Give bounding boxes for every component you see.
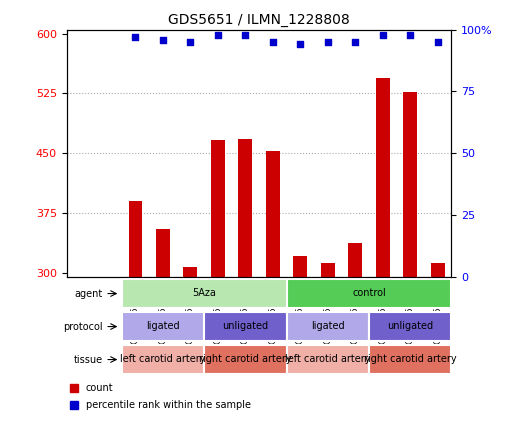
Bar — [348, 243, 362, 277]
Point — [406, 31, 415, 38]
Bar — [431, 264, 445, 277]
Bar — [321, 264, 334, 277]
Bar — [266, 151, 280, 277]
Text: protocol: protocol — [63, 321, 103, 332]
Title: GDS5651 / ILMN_1228808: GDS5651 / ILMN_1228808 — [168, 13, 350, 27]
Point — [433, 38, 442, 45]
Bar — [211, 140, 225, 277]
Text: ligated: ligated — [146, 321, 180, 331]
Bar — [129, 201, 142, 277]
Bar — [287, 345, 369, 374]
Text: right carotid artery: right carotid artery — [199, 354, 291, 364]
Bar — [293, 255, 307, 277]
Point — [351, 38, 359, 45]
Bar — [376, 77, 389, 277]
Point — [296, 41, 304, 48]
Point — [214, 31, 222, 38]
Bar — [369, 312, 451, 341]
Text: tissue: tissue — [73, 354, 103, 365]
Text: right carotid artery: right carotid artery — [364, 354, 457, 364]
Bar — [287, 279, 451, 308]
Text: unligated: unligated — [387, 321, 433, 331]
Text: agent: agent — [74, 288, 103, 299]
Text: ligated: ligated — [311, 321, 345, 331]
Point — [159, 36, 167, 43]
Bar — [204, 345, 287, 374]
Bar — [122, 279, 287, 308]
Bar — [156, 229, 170, 277]
Point — [241, 31, 249, 38]
Point — [324, 38, 332, 45]
Bar — [369, 345, 451, 374]
Text: percentile rank within the sample: percentile rank within the sample — [86, 400, 251, 410]
Bar — [204, 312, 287, 341]
Bar — [287, 312, 369, 341]
Bar — [184, 267, 197, 277]
Point — [186, 38, 194, 45]
Point — [131, 34, 140, 41]
Text: left carotid artery: left carotid artery — [120, 354, 206, 364]
Point — [269, 38, 277, 45]
Bar — [239, 139, 252, 277]
Text: control: control — [352, 288, 386, 298]
Text: unligated: unligated — [222, 321, 268, 331]
Text: 5Aza: 5Aza — [192, 288, 216, 298]
Text: left carotid artery: left carotid artery — [285, 354, 370, 364]
Bar — [122, 345, 204, 374]
Bar — [122, 312, 204, 341]
Text: count: count — [86, 382, 113, 393]
Point — [379, 31, 387, 38]
Bar — [403, 92, 417, 277]
